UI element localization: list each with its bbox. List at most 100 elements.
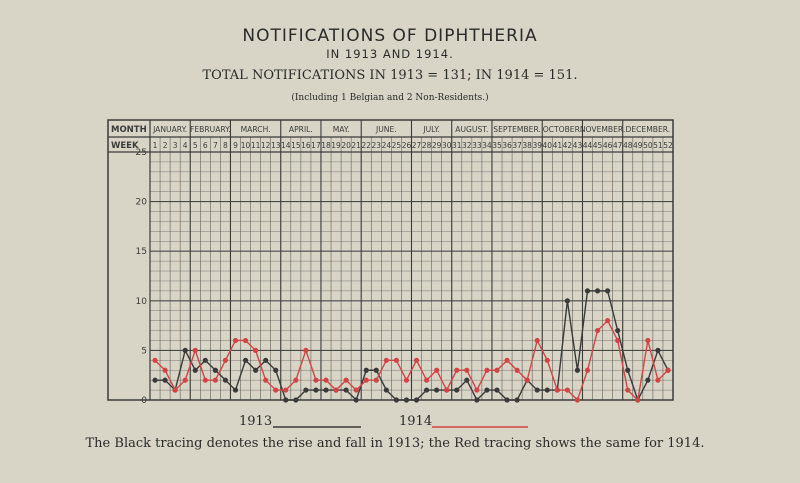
week-tick-label: 19	[331, 141, 341, 150]
month-label: DECEMBER.	[625, 125, 670, 134]
series-1913-point	[353, 397, 359, 403]
week-tick-label: 14	[281, 141, 291, 150]
series-1913-point	[192, 367, 198, 373]
week-tick-label: 35	[492, 141, 502, 150]
series-1914-point	[464, 367, 470, 373]
week-tick-label: 51	[653, 141, 663, 150]
series-1914-point	[353, 387, 359, 393]
series-1913-point	[544, 387, 550, 393]
series-1913-point	[303, 387, 309, 393]
totals-line: TOTAL NOTIFICATIONS IN 1913 = 131; IN 19…	[202, 68, 578, 83]
series-1914-point	[363, 377, 369, 383]
series-1913-point	[182, 347, 188, 353]
series-1914-point	[665, 367, 671, 373]
week-tick-label: 8	[223, 141, 228, 150]
series-1914-point	[192, 347, 198, 353]
month-label: OCTOBER.	[543, 125, 582, 134]
week-tick-label: 10	[241, 141, 251, 150]
y-tick-label: 0	[141, 396, 147, 406]
series-1913-point	[574, 367, 581, 373]
series-1913-point	[293, 397, 299, 403]
series-1913-point	[393, 397, 400, 403]
week-tick-label: 22	[361, 141, 371, 150]
series-1914-point	[333, 387, 339, 393]
week-tick-label: 50	[643, 141, 653, 150]
series-1914-point	[423, 377, 430, 383]
series-1913-point	[202, 357, 208, 363]
month-label: JANUARY.	[152, 125, 187, 134]
series-1913-point	[152, 377, 158, 383]
series-1914-point	[413, 357, 420, 363]
series-1914-point	[273, 387, 279, 393]
series-1914-point	[655, 377, 661, 383]
series-1913-line	[155, 290, 669, 402]
series-1914-point	[474, 387, 480, 393]
series-1913-point	[454, 387, 460, 393]
series-1914-point	[162, 367, 168, 373]
series-1913-point	[323, 387, 329, 393]
week-tick-label: 20	[341, 141, 351, 150]
series-1913-point	[273, 367, 279, 373]
series-1913-point	[263, 357, 269, 363]
chart-footnote: The Black tracing denotes the rise and f…	[85, 436, 705, 451]
week-tick-label: 49	[633, 141, 643, 150]
series-1913-point	[222, 377, 229, 383]
series-1914-point	[514, 367, 520, 373]
series-1914-point	[434, 367, 440, 373]
series-1913-point	[242, 357, 249, 363]
y-tick-label: 10	[136, 297, 148, 307]
series-1913-point	[253, 367, 259, 373]
week-row-label: WEEK	[111, 141, 139, 151]
week-tick-label: 29	[432, 141, 442, 150]
week-tick-label: 47	[613, 141, 623, 150]
week-tick-label: 16	[301, 141, 311, 150]
series-1914-point	[454, 367, 460, 373]
series-1914-point	[253, 347, 259, 353]
series-1914-point	[554, 387, 560, 393]
series-1914-point	[293, 377, 299, 383]
week-tick-label: 6	[203, 141, 208, 150]
series-1914-point	[564, 387, 570, 393]
week-tick-label: 36	[502, 141, 512, 150]
month-label: FEBRUARY.	[190, 125, 231, 134]
y-tick-label: 15	[136, 247, 147, 257]
series-1913-point	[413, 397, 420, 403]
series-1913-point	[615, 327, 621, 334]
series-1914-point	[544, 357, 550, 363]
series-1914-point	[373, 377, 379, 383]
series-1913-point	[162, 377, 168, 383]
week-tick-label: 48	[623, 141, 633, 150]
series-1913-point	[655, 347, 661, 353]
series-1913-point	[232, 387, 239, 393]
series-1913-point	[504, 397, 510, 403]
month-label: APRIL.	[289, 125, 313, 134]
month-label: NOVEMBER.	[580, 125, 626, 134]
week-tick-label: 9	[233, 141, 238, 150]
series-1914-point	[152, 357, 158, 363]
y-tick-label: 5	[141, 346, 147, 356]
week-tick-label: 13	[271, 141, 281, 150]
series-1914-point	[202, 377, 208, 383]
week-tick-label: 26	[402, 141, 412, 150]
week-tick-label: 2	[163, 141, 168, 150]
series-1913-point	[584, 288, 591, 294]
week-tick-label: 46	[603, 141, 613, 150]
series-1913-point	[464, 377, 470, 383]
series-1914-point	[484, 367, 490, 373]
month-row-label: MONTH	[111, 125, 147, 135]
series-1913-point	[514, 397, 520, 403]
series-1914-point	[323, 377, 329, 383]
series-1914-line	[154, 319, 669, 402]
series-1913-point	[645, 377, 651, 383]
week-tick-label: 4	[183, 141, 188, 150]
legend-1913-label: 1913	[239, 414, 273, 429]
y-tick-label: 20	[136, 198, 148, 208]
week-tick-label: 7	[213, 141, 218, 150]
week-tick-label: 52	[663, 141, 673, 150]
week-tick-label: 21	[351, 141, 361, 150]
series-1914-point	[594, 327, 601, 334]
month-label: JULY.	[422, 125, 440, 134]
series-1914-point	[524, 377, 530, 383]
week-tick-label: 40	[543, 141, 553, 150]
